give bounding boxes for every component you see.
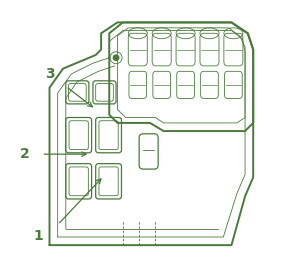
Text: 1: 1 [34, 229, 43, 243]
Text: 2: 2 [20, 147, 30, 161]
Circle shape [113, 55, 119, 60]
Text: 3: 3 [45, 67, 54, 81]
